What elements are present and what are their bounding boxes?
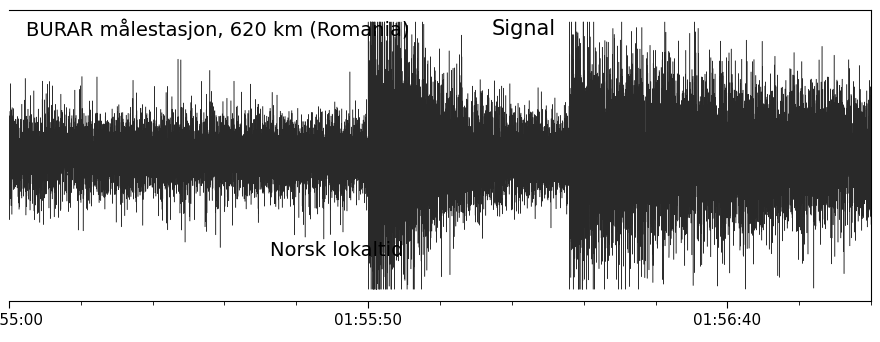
Text: Norsk lokaltid: Norsk lokaltid — [270, 241, 403, 260]
Text: BURAR målestasjon, 620 km (Romania): BURAR målestasjon, 620 km (Romania) — [26, 19, 409, 40]
Text: Signal: Signal — [492, 19, 556, 39]
